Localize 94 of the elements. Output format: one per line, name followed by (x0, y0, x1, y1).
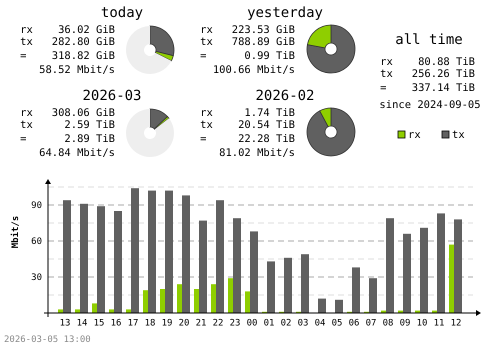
donut-slice (126, 26, 172, 74)
bar (437, 213, 445, 313)
text: = 0.99 TiB (200, 50, 295, 62)
text: tx 256.26 TiB (380, 68, 475, 80)
bar (114, 211, 122, 313)
bar (233, 218, 241, 313)
bar (199, 220, 207, 313)
bar (211, 284, 216, 313)
x-tick-label: 18 (144, 318, 156, 328)
text: rx 308.06 GiB (20, 107, 115, 119)
donut-slice (126, 109, 174, 157)
text: = 337.14 TiB (380, 82, 475, 94)
bar (420, 228, 428, 313)
text: tx 20.54 TiB (200, 119, 295, 131)
x-tick-label: 13 (60, 318, 70, 328)
x-tick-label: 00 (246, 318, 258, 328)
bar (148, 190, 156, 313)
y-axis-title: Mbit/s (10, 216, 21, 248)
donut-slice (150, 108, 168, 130)
x-tick-label: 09 (400, 318, 410, 328)
text: = 2.89 TiB (20, 133, 115, 145)
bar (165, 190, 173, 313)
x-tick-label: 11 (434, 318, 444, 328)
donut-slice (306, 24, 356, 74)
bar (194, 289, 199, 313)
bar (228, 278, 233, 313)
bar (454, 219, 462, 313)
bar (216, 200, 224, 313)
x-tick-label: 19 (162, 318, 172, 328)
x-tick-label: 22 (212, 318, 224, 328)
bar (267, 261, 275, 313)
bar (143, 290, 148, 313)
text: 64.84 Mbit/s (39, 147, 115, 159)
x-tick-label: 05 (332, 318, 342, 328)
x-tick-label: 06 (348, 318, 360, 328)
x-tick-label: 17 (128, 318, 138, 328)
bar (335, 300, 343, 313)
x-tick-label: 14 (76, 318, 88, 328)
x-tick-label: 20 (178, 318, 190, 328)
bar (250, 231, 258, 313)
bar (386, 218, 394, 313)
text: rx 223.53 GiB (200, 24, 295, 36)
y-tick-label: 60 (31, 236, 42, 247)
x-tick-label: 23 (230, 318, 240, 328)
text: rx 36.02 GiB (20, 24, 115, 36)
legend-label: rx (408, 129, 421, 141)
bar (352, 267, 360, 313)
text: 58.52 Mbit/s (39, 64, 115, 76)
bar (182, 195, 190, 313)
x-tick-label: 01 (264, 318, 274, 328)
text: rx 80.88 TiB (380, 56, 475, 68)
x-tick-label: 10 (416, 318, 428, 328)
y-tick-label: 30 (31, 272, 42, 283)
text: tx 788.89 GiB (200, 36, 295, 48)
text: since 2024-09-05 (379, 99, 481, 111)
text: = 22.28 TiB (200, 133, 295, 145)
bar (92, 303, 97, 313)
text: tx 2.59 TiB (20, 119, 115, 131)
chart-title: 2026-03 (82, 88, 142, 104)
chart-title: 2026-02 (255, 88, 315, 104)
bar (177, 284, 182, 313)
bar (80, 204, 88, 313)
chart-title: yesterday (247, 5, 323, 21)
donut-slice (306, 108, 356, 156)
y-tick-label: 90 (31, 200, 42, 211)
text: all time (395, 32, 463, 48)
bar (131, 188, 139, 313)
x-tick-label: 03 (298, 318, 308, 328)
text: 2026-03-05 13:00 (4, 335, 91, 345)
x-tick-label: 12 (450, 318, 462, 328)
bar (245, 291, 250, 313)
x-tick-label: 02 (280, 318, 292, 328)
text: tx 282.80 GiB (20, 36, 115, 48)
bar (449, 244, 454, 313)
x-tick-label: 04 (314, 318, 326, 328)
text: = 318.82 GiB (20, 50, 115, 62)
bar (301, 254, 309, 313)
bar (97, 206, 105, 313)
x-tick-label: 15 (94, 318, 104, 328)
legend-label: tx (452, 129, 465, 141)
x-tick-label: 08 (382, 318, 394, 328)
text: 81.02 Mbit/s (219, 147, 295, 159)
bar (369, 278, 377, 313)
x-tick-label: 16 (110, 318, 122, 328)
x-tick-label: 21 (196, 318, 206, 328)
text: rx 1.74 TiB (200, 107, 295, 119)
bar (403, 234, 411, 313)
x-tick-label: 07 (366, 318, 376, 328)
chart-title: today (100, 5, 144, 21)
bar (284, 258, 292, 313)
bar (160, 289, 165, 313)
bar (318, 298, 326, 313)
bar (63, 200, 71, 313)
text: 100.66 Mbit/s (212, 64, 295, 76)
